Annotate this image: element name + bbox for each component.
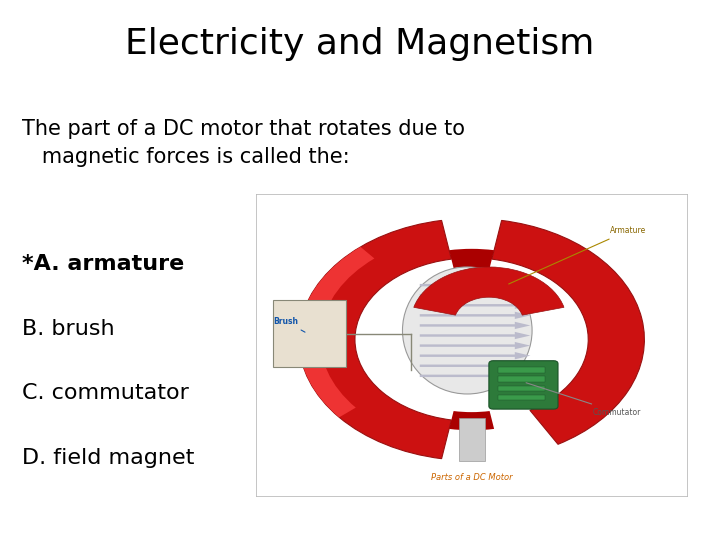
Text: Parts of a DC Motor: Parts of a DC Motor bbox=[431, 472, 513, 482]
Text: *A. armature: *A. armature bbox=[22, 254, 184, 274]
Text: B. brush: B. brush bbox=[22, 319, 114, 339]
FancyArrow shape bbox=[420, 332, 531, 339]
Text: The part of a DC motor that rotates due to
   magnetic forces is called the:: The part of a DC motor that rotates due … bbox=[22, 119, 464, 167]
FancyArrow shape bbox=[420, 362, 531, 369]
Bar bbox=[459, 418, 485, 461]
Text: C. commutator: C. commutator bbox=[22, 383, 189, 403]
Ellipse shape bbox=[402, 267, 532, 394]
FancyArrow shape bbox=[420, 281, 531, 289]
Text: Electricity and Magnetism: Electricity and Magnetism bbox=[125, 27, 595, 61]
Text: Commutator: Commutator bbox=[526, 383, 641, 417]
Wedge shape bbox=[449, 249, 494, 268]
Bar bbox=[498, 367, 545, 373]
Bar bbox=[498, 376, 545, 382]
FancyBboxPatch shape bbox=[256, 194, 688, 497]
Text: Brush: Brush bbox=[273, 317, 305, 332]
FancyArrow shape bbox=[420, 322, 531, 329]
Wedge shape bbox=[449, 411, 494, 430]
Wedge shape bbox=[414, 267, 564, 315]
Wedge shape bbox=[299, 220, 451, 458]
Text: D. field magnet: D. field magnet bbox=[22, 448, 194, 468]
Wedge shape bbox=[299, 247, 374, 417]
FancyArrow shape bbox=[420, 342, 531, 349]
FancyArrow shape bbox=[420, 352, 531, 359]
FancyBboxPatch shape bbox=[273, 300, 346, 367]
FancyBboxPatch shape bbox=[489, 361, 558, 409]
Wedge shape bbox=[492, 220, 644, 444]
Bar bbox=[498, 395, 545, 400]
Bar bbox=[498, 386, 545, 391]
FancyArrow shape bbox=[420, 312, 531, 319]
FancyArrow shape bbox=[420, 372, 531, 380]
FancyArrow shape bbox=[420, 292, 531, 299]
FancyArrow shape bbox=[420, 302, 531, 309]
Text: Armature: Armature bbox=[509, 226, 646, 284]
